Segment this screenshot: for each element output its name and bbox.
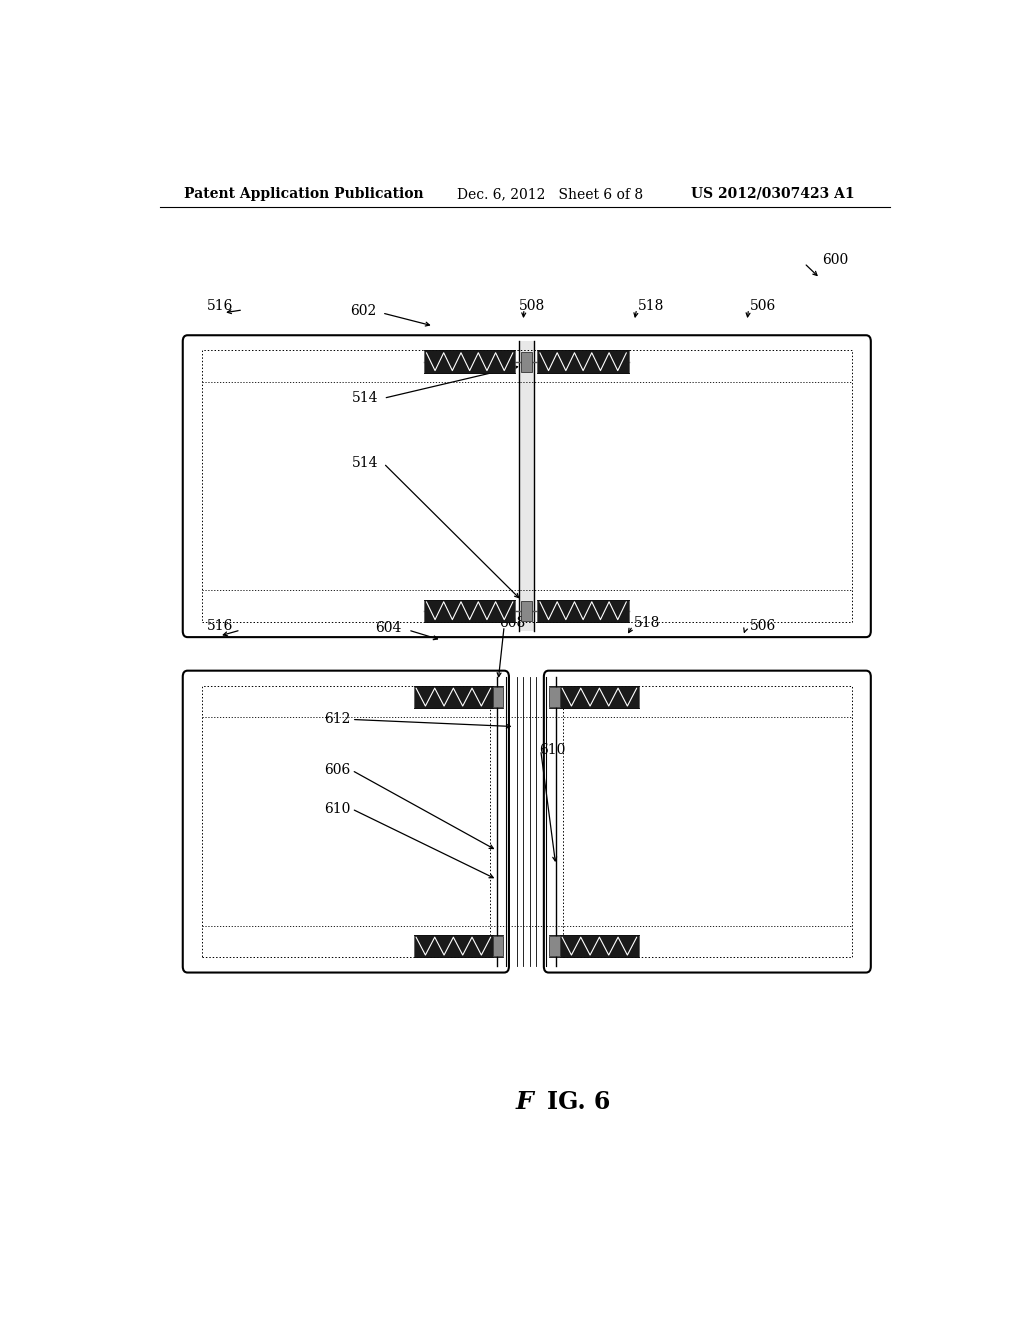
Bar: [560, 686, 639, 709]
Bar: [424, 599, 515, 622]
Text: Dec. 6, 2012   Sheet 6 of 8: Dec. 6, 2012 Sheet 6 of 8: [458, 187, 643, 201]
Bar: [414, 686, 493, 709]
Text: 602: 602: [350, 304, 377, 318]
Bar: [494, 936, 504, 956]
Text: 514: 514: [351, 391, 378, 405]
Bar: [538, 351, 629, 372]
Text: 600: 600: [822, 253, 849, 267]
Text: 516: 516: [207, 619, 233, 634]
Text: 508: 508: [519, 298, 546, 313]
Bar: [550, 686, 560, 708]
Text: F: F: [516, 1089, 534, 1114]
Text: 608: 608: [500, 616, 525, 630]
Bar: [202, 351, 852, 622]
Bar: [550, 936, 560, 956]
Text: US 2012/0307423 A1: US 2012/0307423 A1: [691, 187, 855, 201]
FancyBboxPatch shape: [182, 335, 870, 638]
Text: Patent Application Publication: Patent Application Publication: [183, 187, 423, 201]
Bar: [538, 599, 629, 622]
Text: 514: 514: [351, 457, 378, 470]
Bar: [563, 686, 852, 957]
Text: 516: 516: [207, 298, 233, 313]
Bar: [521, 601, 531, 620]
Bar: [560, 935, 639, 957]
Bar: [494, 686, 504, 708]
FancyBboxPatch shape: [544, 671, 870, 973]
Text: 610: 610: [539, 743, 565, 756]
Text: IG. 6: IG. 6: [547, 1089, 610, 1114]
Bar: [424, 351, 515, 372]
Text: 518: 518: [634, 616, 660, 630]
Bar: [519, 342, 534, 631]
Text: 604: 604: [376, 620, 401, 635]
Text: 518: 518: [638, 298, 665, 313]
Text: 612: 612: [324, 713, 350, 726]
Bar: [521, 351, 531, 372]
Text: 606: 606: [324, 763, 350, 777]
Bar: [414, 935, 493, 957]
Text: 506: 506: [750, 619, 775, 634]
Text: 610: 610: [324, 801, 350, 816]
FancyBboxPatch shape: [182, 671, 509, 973]
Text: 506: 506: [750, 298, 775, 313]
Bar: [202, 686, 489, 957]
